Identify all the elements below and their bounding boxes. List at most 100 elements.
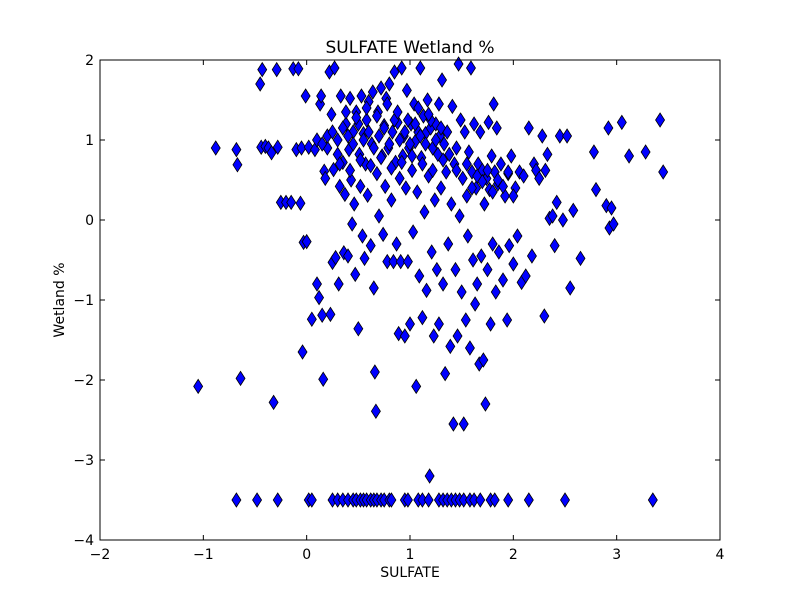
scatter-point <box>415 60 426 76</box>
scatter-point <box>461 188 472 204</box>
scatter-point <box>498 178 508 195</box>
scatter-point <box>339 186 350 203</box>
scatter-point <box>384 76 395 92</box>
scatter-point <box>346 172 357 188</box>
scatter-point <box>394 132 405 148</box>
scatter-point <box>575 250 586 267</box>
scatter-point <box>286 194 297 211</box>
scatter-point <box>488 96 499 112</box>
scatter-point <box>355 178 366 195</box>
chart-title: SULFATE Wetland % <box>326 38 495 58</box>
scatter-point <box>412 184 423 200</box>
y-tick-label: −3 <box>73 453 94 469</box>
scatter-point <box>534 170 545 187</box>
scatter-point <box>347 216 358 232</box>
scatter-point <box>379 120 390 136</box>
scatter-point <box>565 280 576 296</box>
scatter-point <box>391 236 402 252</box>
scatter-point <box>314 289 325 306</box>
x-tick-label: −1 <box>193 547 214 563</box>
scatter-point <box>316 88 327 104</box>
scatter-point <box>547 208 558 224</box>
scatter-point <box>193 378 204 395</box>
scatter-point <box>361 112 372 128</box>
scatter-point <box>407 162 418 179</box>
scatter-point <box>334 156 345 172</box>
scatter-point <box>523 120 534 136</box>
scatter-point <box>445 338 456 355</box>
scatter-point <box>422 92 433 108</box>
scatter-point <box>446 196 457 212</box>
y-tick-label: 2 <box>85 53 94 69</box>
scatter-point <box>447 98 458 115</box>
scatter-point <box>560 492 570 508</box>
scatter-point <box>330 249 341 266</box>
scatter-markers <box>193 56 669 508</box>
scatter-point <box>399 328 410 344</box>
scatter-point <box>483 114 494 131</box>
scatter-point <box>387 124 398 140</box>
scatter-point <box>411 378 422 395</box>
scatter-point <box>441 164 452 180</box>
scatter-point <box>429 192 440 208</box>
scatter-point <box>438 276 449 292</box>
scatter-point <box>438 152 449 168</box>
scatter-point <box>371 108 382 124</box>
y-tick-label: −1 <box>73 293 94 309</box>
scatter-point <box>414 268 425 284</box>
scatter-point <box>332 132 343 148</box>
scatter-point <box>551 194 562 211</box>
scatter-point <box>361 100 372 116</box>
scatter-point <box>327 124 338 140</box>
scatter-point <box>495 156 506 172</box>
scatter-point <box>437 72 448 88</box>
scatter-point <box>486 148 497 164</box>
scatter-point <box>462 228 473 244</box>
scatter-point <box>334 178 345 195</box>
scatter-point <box>388 253 399 270</box>
scatter-point <box>468 252 479 268</box>
scatter-point <box>440 365 451 382</box>
scatter-point <box>433 96 444 112</box>
scatter-point <box>376 80 387 96</box>
scatter-point <box>235 370 246 387</box>
scatter-point <box>487 236 498 252</box>
scatter-point <box>470 296 481 312</box>
scatter-point <box>520 268 531 284</box>
scatter-point <box>408 224 419 240</box>
scatter-point <box>458 416 469 432</box>
scatter-point <box>498 272 508 288</box>
scatter-point <box>475 492 486 508</box>
scatter-point <box>345 90 356 107</box>
scatter-point <box>655 112 666 128</box>
scatter-point <box>415 128 426 144</box>
x-tick-label: 0 <box>302 547 311 563</box>
scatter-point <box>231 141 242 158</box>
scatter-point <box>427 162 438 179</box>
scatter-point <box>431 261 442 278</box>
scatter-point <box>365 237 376 254</box>
scatter-point <box>394 170 405 187</box>
scatter-point <box>272 492 283 508</box>
scatter-point <box>231 492 242 508</box>
scatter-point <box>419 204 430 220</box>
scatter-point <box>506 148 517 164</box>
x-tick-label: 4 <box>716 547 725 563</box>
scatter-point <box>300 88 311 104</box>
scatter-point <box>301 233 312 250</box>
scatter-point <box>232 157 243 173</box>
scatter-point <box>457 170 468 187</box>
scatter-point <box>588 144 599 160</box>
scatter-point <box>293 61 304 77</box>
scatter-point <box>402 253 413 270</box>
scatter-point <box>407 148 418 164</box>
scatter-point <box>465 60 476 76</box>
scatter-point <box>460 312 471 328</box>
scatter-point <box>568 202 579 219</box>
scatter-point <box>451 140 462 156</box>
scatter-point <box>526 248 537 264</box>
scatter-point <box>503 164 514 180</box>
scatter-point <box>647 492 658 508</box>
